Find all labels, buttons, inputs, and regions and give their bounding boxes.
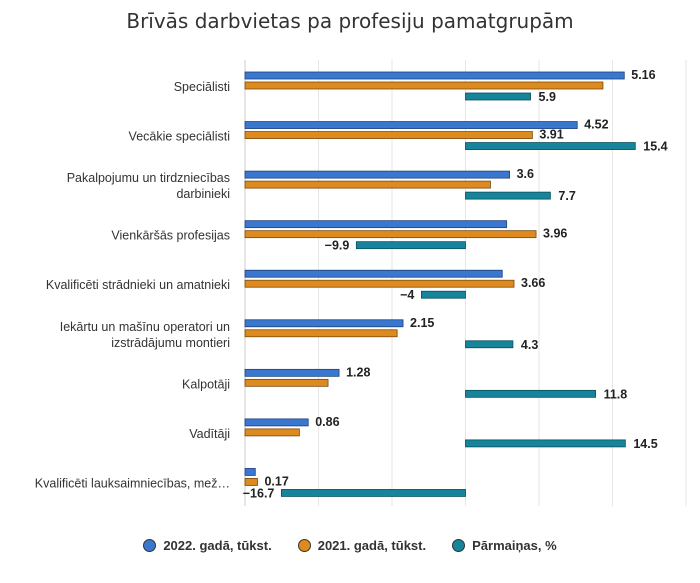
bar-2022: [244, 269, 503, 278]
bar-2022: [244, 71, 625, 80]
bar-change: [465, 92, 531, 101]
bar-2021: [244, 180, 491, 189]
legend: 2022. gadā, tūkst. 2021. gadā, tūkst. Pā…: [0, 538, 700, 553]
legend-item-2021[interactable]: 2021. gadā, tūkst.: [297, 538, 427, 553]
category-label: Pakalpojumu un tirdzniecības: [67, 171, 230, 185]
data-label-2021: 3.91: [539, 128, 563, 142]
bar-change: [355, 241, 466, 250]
legend-label-change: Pārmaiņas, %: [472, 538, 557, 553]
category-label: Vadītāji: [189, 427, 230, 441]
category-label: Kvalificēti strādnieki un amatnieki: [46, 278, 230, 292]
bar-2021: [244, 378, 329, 387]
category-label: Kvalificēti lauksaimniecības, mež…: [35, 476, 230, 490]
legend-marker-change: [452, 539, 466, 552]
data-label-change: 7.7: [558, 189, 575, 203]
data-label-change: 15.4: [643, 140, 667, 154]
legend-marker-2022: [143, 539, 157, 552]
bar-2022: [244, 468, 256, 476]
bar-2022: [244, 368, 340, 377]
data-label-2022: 5.16: [631, 68, 655, 82]
legend-item-2022[interactable]: 2022. gadā, tūkst.: [143, 538, 272, 553]
category-label: Vienkāršās profesijas: [111, 229, 230, 243]
bar-2021: [244, 81, 604, 90]
legend-item-change[interactable]: Pārmaiņas, %: [452, 538, 557, 553]
data-label-2022: 0.86: [315, 415, 339, 429]
bar-2022: [244, 121, 578, 129]
bar-change: [465, 142, 636, 150]
data-label-2021: 3.66: [521, 276, 545, 290]
bar-2021: [244, 478, 258, 486]
bar-2022: [244, 170, 511, 179]
category-label: Kalpotāji: [182, 377, 230, 391]
data-label-change: −16.7: [243, 486, 275, 500]
data-label-change: 11.8: [604, 387, 628, 401]
bar-change: [465, 439, 626, 448]
data-label-change: −9.9: [325, 239, 350, 253]
category-label: Speciālisti: [174, 80, 230, 94]
bar-2021: [244, 329, 398, 338]
bar-2021: [244, 230, 537, 239]
bar-chart: Speciālisti 5.16 5.9 Vecākie speciālisti 4.5…: [35, 60, 687, 506]
legend-label-2021: 2021. gadā, tūkst.: [317, 538, 427, 553]
bar-2022: [244, 418, 309, 427]
data-label-2021: 0.17: [264, 474, 288, 488]
bar-2021: [244, 131, 533, 139]
category-label: darbinieki: [176, 187, 230, 201]
data-label-change: 14.5: [633, 437, 657, 451]
bar-change: [465, 340, 514, 349]
chart-title: Brīvās darbvietas pa profesiju pamatgrup…: [126, 9, 574, 33]
data-label-2022: 2.15: [410, 316, 434, 330]
bar-change: [465, 191, 551, 200]
data-label-2022: 1.28: [346, 365, 370, 379]
bar-change: [420, 290, 466, 299]
category-label: Iekārtu un mašīnu operatori un: [60, 320, 230, 334]
bar-2021: [244, 279, 515, 288]
bar-2021: [244, 428, 300, 437]
category-label: izstrādājumu montieri: [111, 336, 230, 350]
legend-label-2022: 2022. gadā, tūkst.: [163, 538, 272, 553]
data-label-change: −4: [400, 288, 414, 302]
data-label-2021: 3.96: [543, 227, 567, 241]
bar-2022: [244, 220, 508, 229]
data-label-change: 4.3: [521, 338, 538, 352]
data-label-2022: 3.6: [517, 167, 534, 181]
legend-marker-2021: [297, 539, 311, 552]
bar-2022: [244, 319, 404, 328]
bar-change: [280, 489, 466, 497]
data-label-change: 5.9: [539, 90, 556, 104]
data-label-2022: 4.52: [584, 118, 608, 132]
bar-change: [465, 389, 596, 398]
category-label: Vecākie speciālisti: [129, 130, 230, 144]
